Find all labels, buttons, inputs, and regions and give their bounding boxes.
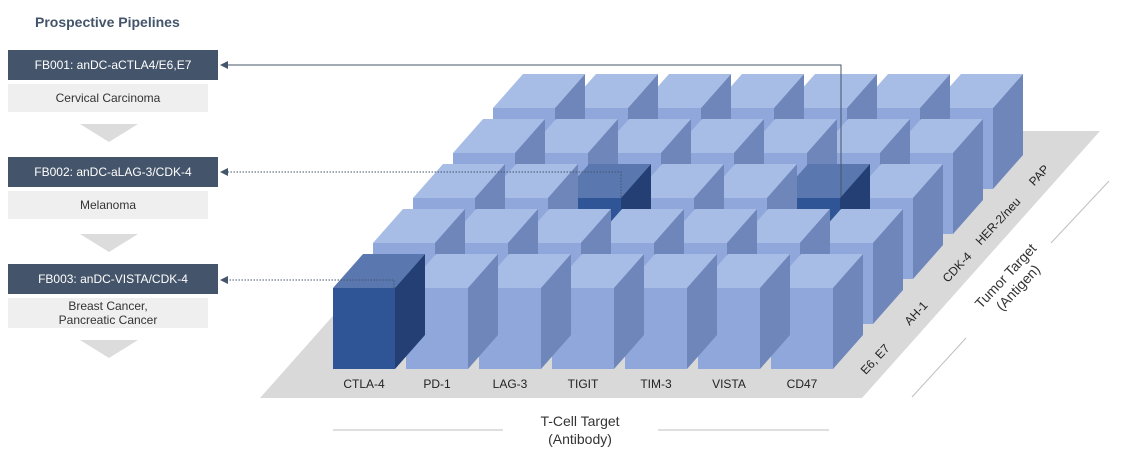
matrix-cube — [771, 254, 863, 369]
cube-side — [468, 254, 498, 369]
cube-top — [698, 254, 790, 288]
cube-side — [833, 254, 863, 369]
cube-side — [760, 254, 790, 369]
pipeline-fb003-indication: Breast Cancer, Pancreatic Cancer — [8, 298, 208, 328]
cube-side — [873, 209, 903, 324]
cube-top — [592, 209, 684, 243]
cube-top — [705, 164, 797, 198]
cube-top — [446, 209, 538, 243]
cube-top — [745, 119, 837, 153]
pipeline-fb001-indication: Cervical Carcinoma — [8, 84, 208, 112]
cube-top — [493, 74, 585, 108]
cube-top — [519, 209, 611, 243]
fb002-connector — [220, 168, 622, 197]
cube-side — [541, 254, 571, 369]
highlighted-cube — [333, 254, 425, 369]
tumor-axis-line — [1050, 180, 1110, 244]
cube-side — [687, 254, 717, 369]
cube-top — [552, 254, 644, 288]
tcell-target-label: PD-1 — [423, 377, 451, 391]
cube-top — [778, 164, 870, 198]
tcell-target-title: T-Cell Target — [540, 413, 620, 429]
tcell-target-label: TIM-3 — [640, 377, 672, 391]
page-title: Prospective Pipelines — [35, 14, 180, 30]
cube-top — [851, 164, 943, 198]
cube-front — [333, 288, 395, 369]
cube-side — [395, 254, 425, 369]
cube-top — [672, 119, 764, 153]
cube-top — [771, 254, 863, 288]
pipeline-fb002-indication: Melanoma — [8, 191, 208, 219]
pipeline-fb003-label: FB003: anDC-VISTA/CDK-4 — [8, 264, 218, 294]
tumor-axis-line — [911, 337, 967, 398]
fb001-connector — [220, 61, 842, 197]
cube-top — [373, 209, 465, 243]
cube-top — [526, 119, 618, 153]
tcell-target-subtitle: (Antibody) — [548, 431, 612, 447]
cube-side — [913, 164, 943, 279]
cube-top — [712, 74, 804, 108]
tcell-target-label: CTLA-4 — [343, 377, 385, 391]
matrix-cube — [552, 254, 644, 369]
cube-top — [811, 209, 903, 243]
cube-top — [639, 74, 731, 108]
pipeline-fb001-label: FB001: anDC-aCTLA4/E6,E7 — [8, 50, 218, 80]
cube-top — [406, 254, 498, 288]
cube-top — [738, 209, 830, 243]
cube-top — [785, 74, 877, 108]
cube-top — [453, 119, 545, 153]
tcell-target-label: TIGIT — [568, 377, 599, 391]
cube-top — [625, 254, 717, 288]
cube-side — [953, 119, 983, 234]
cube-top — [665, 209, 757, 243]
cube-top — [891, 119, 983, 153]
cube-top — [599, 119, 691, 153]
tcell-target-label: LAG-3 — [493, 377, 528, 391]
matrix-cube — [406, 254, 498, 369]
tcell-target-label: VISTA — [712, 377, 746, 391]
cube-top — [632, 164, 724, 198]
cube-top — [566, 74, 658, 108]
cube-top — [931, 74, 1023, 108]
cube-top — [479, 254, 571, 288]
cube-top — [858, 74, 950, 108]
cube-side — [614, 254, 644, 369]
cube-side — [993, 74, 1023, 189]
chevron-down-icon — [80, 234, 138, 252]
chevron-down-icon — [80, 124, 138, 142]
pipeline-fb002-label: FB002: anDC-aLAG-3/CDK-4 — [8, 157, 218, 187]
tcell-target-label: CD47 — [787, 377, 818, 391]
chevron-down-icon — [80, 340, 138, 358]
